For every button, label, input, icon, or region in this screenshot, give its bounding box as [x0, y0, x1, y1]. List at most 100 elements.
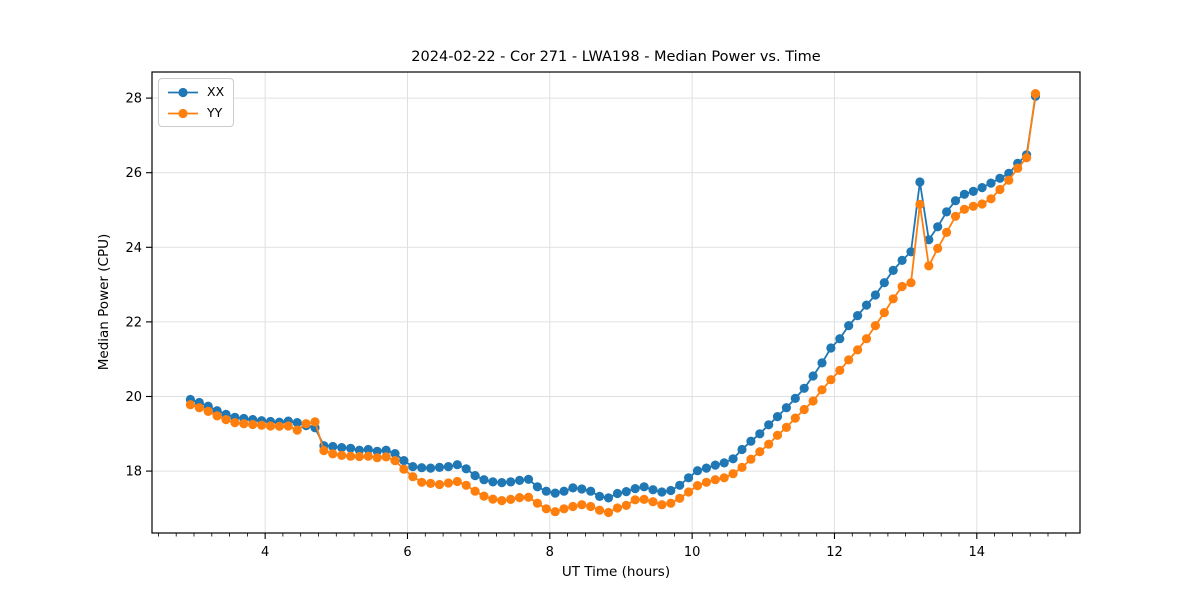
data-point-XX — [399, 456, 409, 466]
data-point-YY — [968, 201, 978, 211]
data-point-YY — [372, 453, 382, 463]
data-point-XX — [942, 207, 952, 217]
data-point-YY — [506, 494, 516, 504]
data-point-YY — [443, 478, 453, 488]
data-point-YY — [781, 422, 792, 432]
data-point-XX — [728, 454, 738, 464]
data-point-XX — [434, 462, 445, 472]
data-point-YY — [977, 199, 987, 209]
x-tick-label: 8 — [546, 545, 554, 560]
y-tick-label: 26 — [125, 166, 142, 181]
data-point-YY — [710, 475, 720, 485]
data-point-YY — [853, 345, 863, 355]
y-tick-label: 24 — [125, 241, 142, 256]
data-point-YY — [692, 481, 703, 491]
data-point-XX — [746, 436, 756, 446]
data-point-YY — [915, 199, 925, 209]
data-point-YY — [675, 493, 685, 503]
data-point-XX — [764, 420, 774, 430]
data-point-XX — [461, 464, 471, 474]
data-point-YY — [577, 500, 587, 510]
data-point-XX — [532, 482, 543, 492]
data-point-XX — [835, 334, 845, 344]
data-point-XX — [915, 177, 925, 187]
data-point-XX — [630, 484, 640, 494]
data-point-YY — [292, 425, 302, 435]
data-point-YY — [390, 456, 400, 466]
data-point-YY — [879, 308, 889, 318]
data-point-YY — [648, 497, 658, 507]
data-point-XX — [790, 393, 800, 403]
legend-entry-XX: XX — [167, 83, 224, 101]
data-point-YY — [532, 498, 543, 508]
data-point-YY — [684, 487, 694, 497]
data-point-YY — [888, 294, 898, 304]
data-point-YY — [1030, 89, 1041, 99]
data-point-YY — [808, 396, 818, 406]
data-point-YY — [523, 492, 534, 502]
data-point-XX — [737, 444, 747, 455]
data-point-YY — [363, 451, 373, 461]
data-point-XX — [488, 477, 498, 487]
data-point-YY — [1022, 153, 1032, 163]
data-point-XX — [666, 485, 676, 496]
data-point-YY — [603, 507, 614, 518]
data-point-YY — [870, 321, 881, 331]
data-point-XX — [595, 491, 605, 501]
series-line-YY — [190, 93, 1037, 514]
data-point-YY — [630, 495, 640, 505]
data-point-YY — [861, 334, 872, 344]
data-point-YY — [746, 454, 756, 464]
data-point-YY — [274, 421, 284, 431]
data-point-YY — [550, 507, 560, 517]
data-point-YY — [728, 469, 738, 479]
data-point-YY — [844, 355, 854, 365]
data-point-YY — [319, 446, 329, 456]
data-point-YY — [434, 479, 445, 490]
data-point-XX — [372, 446, 382, 456]
data-point-YY — [666, 498, 676, 508]
data-point-XX — [906, 247, 916, 257]
data-point-XX — [977, 183, 987, 193]
data-point-YY — [995, 184, 1005, 195]
data-point-YY — [701, 477, 712, 487]
legend-label: XX — [207, 83, 225, 99]
data-point-YY — [621, 500, 631, 510]
data-point-XX — [648, 485, 658, 495]
data-point-YY — [986, 194, 996, 204]
data-point-YY — [541, 504, 551, 514]
data-point-YY — [239, 419, 249, 429]
data-point-XX — [639, 482, 649, 492]
data-point-YY — [399, 464, 409, 474]
data-point-YY — [230, 418, 240, 428]
chart-title: 2024-02-22 - Cor 271 - LWA198 - Median P… — [411, 49, 821, 65]
data-point-XX — [799, 383, 809, 393]
legend: XX YY — [158, 78, 235, 127]
data-point-XX — [995, 173, 1005, 183]
y-tick-label: 20 — [125, 390, 142, 405]
data-point-YY — [737, 462, 747, 472]
data-point-YY — [301, 419, 311, 429]
y-tick-label: 28 — [125, 92, 142, 107]
data-point-XX — [470, 471, 480, 481]
data-point-XX — [479, 475, 489, 485]
data-point-XX — [577, 484, 587, 494]
x-tick-label: 6 — [403, 545, 411, 560]
data-point-YY — [790, 413, 800, 423]
data-point-XX — [772, 412, 783, 422]
data-point-XX — [443, 462, 453, 472]
data-point-YY — [408, 472, 418, 482]
data-point-YY — [452, 476, 462, 487]
data-point-XX — [657, 487, 667, 497]
data-point-YY — [497, 496, 507, 506]
data-point-XX — [337, 443, 347, 453]
data-point-YY — [381, 452, 391, 462]
data-point-XX — [452, 460, 462, 470]
data-point-XX — [968, 186, 978, 196]
y-axis-label: Median Power (CPU) — [96, 233, 112, 371]
data-point-YY — [337, 450, 347, 460]
series-line-XX — [190, 96, 1037, 499]
data-point-XX — [986, 178, 996, 188]
